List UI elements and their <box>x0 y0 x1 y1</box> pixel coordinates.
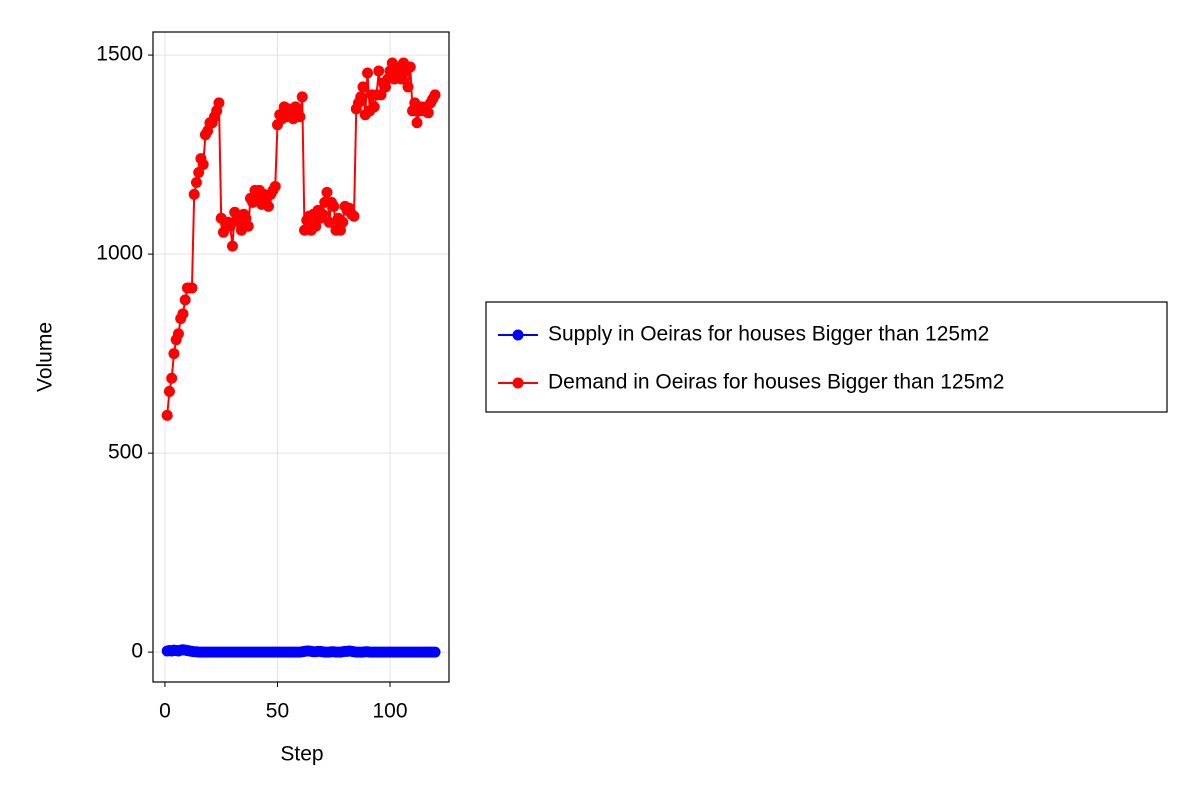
data-point <box>429 89 441 101</box>
legend-box <box>485 301 1168 413</box>
data-point <box>197 159 209 171</box>
legend-label: Demand in Oeiras for houses Bigger than … <box>548 371 1004 394</box>
data-point <box>337 216 349 228</box>
data-point <box>186 282 198 294</box>
data-point <box>321 186 333 198</box>
x-tick-label: 0 <box>159 700 171 723</box>
data-point <box>179 294 191 306</box>
data-point <box>161 409 173 421</box>
data-point <box>362 67 374 79</box>
data-point <box>168 348 180 360</box>
data-point <box>188 188 200 200</box>
data-point <box>172 328 184 340</box>
data-point <box>269 180 281 192</box>
data-point <box>242 220 254 232</box>
data-point <box>190 176 202 188</box>
data-point <box>402 81 414 93</box>
data-point <box>262 200 274 212</box>
legend-marker <box>512 377 524 389</box>
data-point <box>177 308 189 320</box>
data-point <box>166 372 178 384</box>
x-tick-label: 50 <box>266 700 289 723</box>
data-point <box>368 101 380 113</box>
y-axis-label: Volume <box>34 322 57 392</box>
data-point <box>328 200 340 212</box>
y-tick-label: 1000 <box>96 242 143 265</box>
y-tick-label: 500 <box>108 441 143 464</box>
data-point <box>373 65 385 77</box>
data-point <box>355 91 367 103</box>
data-point <box>404 61 416 73</box>
legend-label: Supply in Oeiras for houses Bigger than … <box>548 323 989 346</box>
y-tick-label: 0 <box>131 640 143 663</box>
data-point <box>294 111 306 123</box>
plot-frame <box>152 31 450 683</box>
data-point <box>226 240 238 252</box>
data-point <box>323 216 335 228</box>
data-point <box>316 208 328 220</box>
data-point <box>348 210 360 222</box>
data-point <box>411 117 423 129</box>
legend-marker <box>512 329 524 341</box>
x-axis-label: Step <box>280 743 323 766</box>
data-point <box>296 91 308 103</box>
data-point <box>224 220 236 232</box>
data-point <box>422 107 434 119</box>
data-point <box>429 646 441 658</box>
data-point <box>213 97 225 109</box>
x-tick-label: 100 <box>373 700 408 723</box>
data-point <box>163 385 175 397</box>
y-tick-label: 1500 <box>96 43 143 66</box>
data-point <box>357 81 369 93</box>
